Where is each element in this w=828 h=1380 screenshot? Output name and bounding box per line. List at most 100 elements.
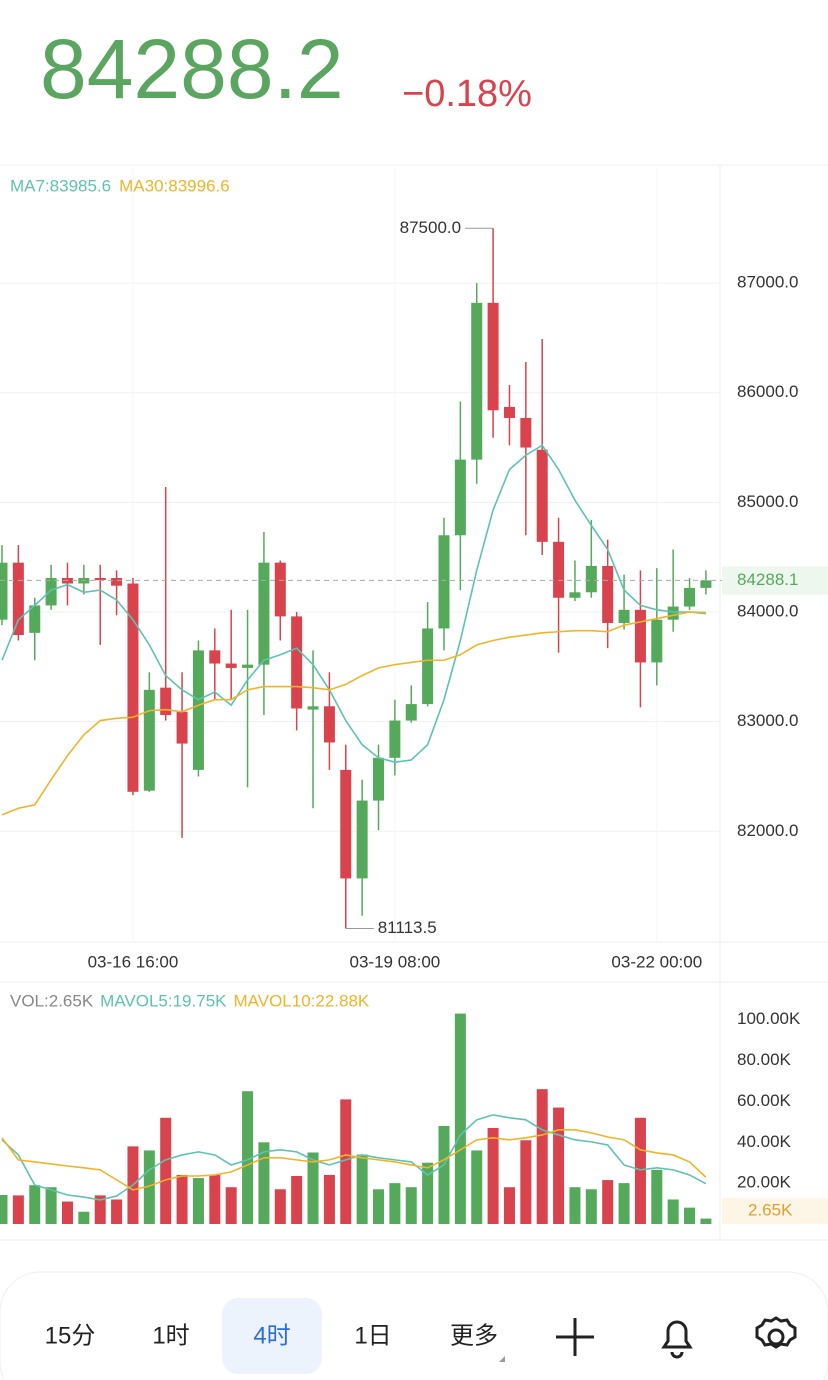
- y-tick-label: 86000.0: [737, 382, 798, 401]
- candle-body: [585, 565, 597, 593]
- volume-bar: [503, 1187, 515, 1224]
- volume-bar: [0, 1194, 8, 1224]
- timeframe-tab[interactable]: 4时: [253, 1322, 290, 1349]
- vol-tick-label: 80.00K: [737, 1050, 792, 1069]
- volume-bar: [585, 1189, 597, 1224]
- volume-bar: [389, 1183, 401, 1224]
- volume-bar: [520, 1140, 532, 1224]
- volume-bar: [405, 1187, 417, 1224]
- volume-bar: [356, 1154, 368, 1224]
- ma-line: [1, 444, 706, 764]
- volume-bar: [422, 1162, 434, 1224]
- vol-tick-label: 100.00K: [737, 1009, 801, 1028]
- candle-body: [0, 562, 8, 620]
- volume-bar: [569, 1187, 581, 1224]
- candle-body: [422, 628, 434, 705]
- volume-bar: [225, 1187, 237, 1224]
- volume-bar: [242, 1091, 254, 1224]
- volume-bar: [45, 1187, 57, 1224]
- volume-bar: [536, 1089, 548, 1224]
- timeframe-tab[interactable]: 15分: [45, 1322, 96, 1349]
- candle-body: [323, 706, 335, 743]
- candle-body: [634, 609, 646, 663]
- vol-tick-label: 40.00K: [737, 1132, 792, 1151]
- volume-bar: [94, 1195, 106, 1224]
- volume-bar: [291, 1175, 303, 1224]
- candle-body: [651, 619, 663, 663]
- candle-body: [389, 720, 401, 758]
- add-icon[interactable]: [556, 1318, 594, 1356]
- settings-icon[interactable]: [767, 1328, 785, 1346]
- change: −0.18%: [402, 73, 532, 115]
- volume-bar: [471, 1150, 483, 1224]
- icons: [556, 1316, 797, 1359]
- volume-bar: [78, 1211, 90, 1224]
- y-tick-label: 87000.0: [737, 273, 798, 292]
- ma-legend: MA7:83985.6: [10, 176, 111, 195]
- y-tick-label: 83000.0: [737, 711, 798, 730]
- last-vol-tag: [722, 1198, 828, 1224]
- timeframe-tab[interactable]: 更多: [450, 1322, 498, 1349]
- y-tick-label: 84000.0: [737, 601, 798, 620]
- volume-bar: [176, 1174, 188, 1224]
- volume-bar: [602, 1180, 614, 1224]
- volume-bar: [160, 1117, 172, 1224]
- candle-body: [503, 406, 515, 418]
- bell-icon[interactable]: [661, 1320, 693, 1359]
- volume-bar: [487, 1127, 499, 1224]
- max-label: 87500.0: [400, 218, 461, 237]
- volume-bar: [323, 1174, 335, 1224]
- timeframe-tab[interactable]: 1时: [152, 1322, 189, 1349]
- volume-bar: [454, 1013, 466, 1224]
- volume-bar: [111, 1199, 123, 1224]
- candle-body: [373, 757, 385, 801]
- candle-body: [438, 535, 450, 629]
- candle-body: [225, 663, 237, 668]
- candle-body: [242, 664, 254, 668]
- candle-body: [700, 580, 712, 588]
- candle-body: [12, 562, 24, 636]
- ma-legend: MA30:83996.6: [119, 176, 230, 195]
- candle-body: [454, 459, 466, 536]
- mavol-line: [1, 1114, 707, 1201]
- vol-tick-label: 60.00K: [737, 1091, 792, 1110]
- candle-body: [127, 583, 139, 792]
- candle-body: [487, 302, 499, 411]
- x-tick-label: 03-19 08:00: [350, 952, 441, 971]
- candle-body: [111, 578, 123, 586]
- x-tick-label: 03-16 16:00: [88, 952, 179, 971]
- more-caret: [499, 1356, 505, 1362]
- candle-body: [274, 562, 286, 617]
- volume-bar: [61, 1201, 73, 1224]
- last-price-label: 84288.1: [737, 570, 798, 589]
- timeframe-tab[interactable]: 1日: [354, 1322, 391, 1349]
- volume-bar: [634, 1117, 646, 1224]
- mavol-line: [1, 1129, 707, 1191]
- ma-line: [1, 611, 706, 816]
- candle-body: [471, 302, 483, 460]
- candle-body: [553, 541, 565, 598]
- vol-legend: MAVOL5:19.75K: [100, 991, 227, 1010]
- volume-bar: [618, 1183, 630, 1224]
- last-price-tag: [722, 566, 828, 595]
- y-tick-label: 85000.0: [737, 492, 798, 511]
- settings-gear[interactable]: [755, 1316, 797, 1349]
- vol-legend: VOL:2.65K: [10, 991, 94, 1010]
- price: 84288.2: [40, 22, 344, 116]
- volume-bar: [12, 1195, 24, 1224]
- candle-body: [94, 578, 106, 581]
- last-vol-label: 2.65K: [748, 1200, 793, 1219]
- candle-body: [520, 417, 532, 448]
- vol-tick-label: 20.00K: [737, 1173, 792, 1192]
- y-tick-label: 82000.0: [737, 821, 798, 840]
- candle-body: [176, 711, 188, 744]
- volume-bar: [667, 1199, 679, 1224]
- volume-bar: [651, 1169, 663, 1224]
- candle-body: [291, 616, 303, 709]
- volume-bar: [258, 1142, 270, 1224]
- candle-body: [356, 800, 368, 879]
- volume-bar: [553, 1107, 565, 1224]
- volume-bar: [373, 1189, 385, 1224]
- vol-legend: MAVOL10:22.88K: [234, 991, 370, 1010]
